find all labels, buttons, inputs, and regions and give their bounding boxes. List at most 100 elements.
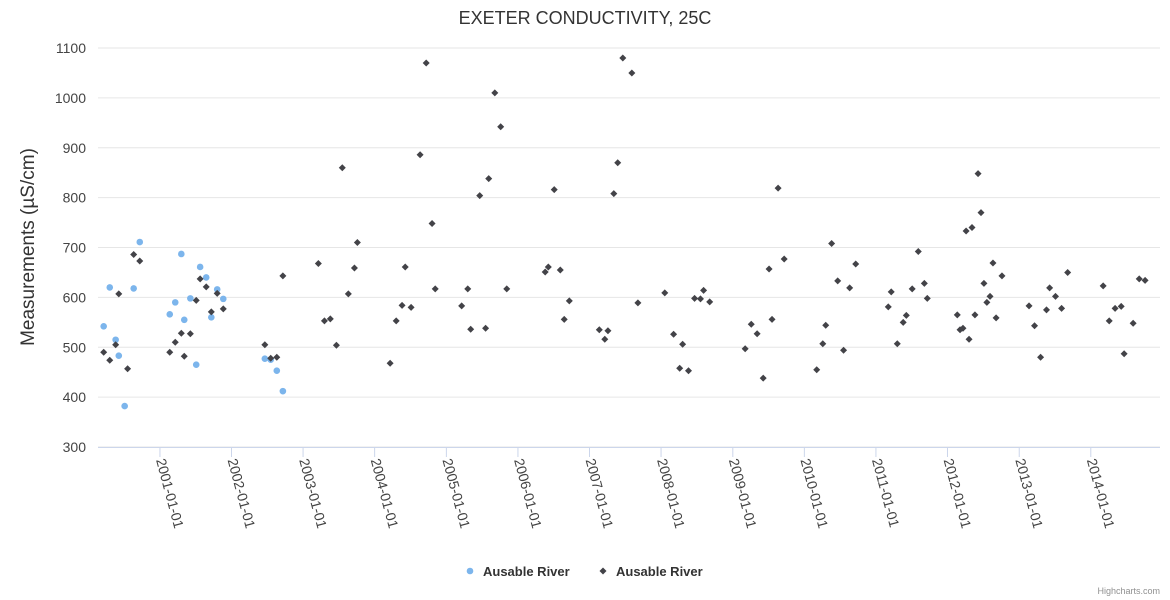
data-point[interactable] [962, 227, 970, 235]
data-point[interactable] [180, 316, 188, 324]
data-point[interactable] [422, 59, 430, 67]
data-point[interactable] [765, 265, 773, 273]
data-point[interactable] [953, 311, 961, 319]
data-point[interactable] [610, 190, 618, 198]
data-point[interactable] [992, 314, 1000, 322]
data-point[interactable] [1052, 292, 1060, 300]
data-point[interactable] [124, 365, 132, 373]
data-point[interactable] [192, 296, 200, 304]
legend[interactable]: Ausable River Ausable River [466, 564, 703, 579]
data-point[interactable] [887, 288, 895, 296]
data-point[interactable] [332, 341, 340, 349]
data-point[interactable] [601, 335, 609, 343]
data-point[interactable] [884, 303, 892, 311]
data-point[interactable] [1064, 268, 1072, 276]
data-point[interactable] [401, 263, 409, 271]
data-point[interactable] [983, 298, 991, 306]
data-point[interactable] [1120, 350, 1128, 358]
data-point[interactable] [565, 297, 573, 305]
data-point[interactable] [685, 367, 693, 375]
data-point[interactable] [326, 315, 334, 323]
data-point[interactable] [166, 311, 174, 318]
data-point[interactable] [828, 240, 836, 248]
data-point[interactable] [208, 314, 215, 321]
data-point[interactable] [261, 341, 269, 349]
data-point[interactable] [207, 308, 215, 316]
data-point[interactable] [476, 192, 484, 200]
data-point[interactable] [273, 353, 281, 361]
data-point[interactable] [482, 324, 490, 332]
data-point[interactable] [1099, 282, 1107, 290]
data-point[interactable] [491, 89, 499, 97]
data-point[interactable] [920, 279, 928, 287]
data-point[interactable] [213, 289, 221, 297]
data-point[interactable] [202, 274, 210, 281]
data-point[interactable] [747, 320, 755, 328]
data-point[interactable] [700, 286, 708, 294]
data-point[interactable] [458, 302, 466, 310]
data-point[interactable] [467, 325, 475, 333]
data-point[interactable] [503, 285, 511, 293]
data-point[interactable] [819, 340, 827, 348]
data-point[interactable] [192, 361, 200, 369]
data-point[interactable] [1058, 304, 1066, 312]
data-point[interactable] [1129, 319, 1137, 327]
data-point[interactable] [774, 184, 782, 192]
data-point[interactable] [759, 374, 767, 382]
credits-link[interactable]: Highcharts.com [1097, 586, 1160, 596]
data-point[interactable] [464, 285, 472, 293]
data-point[interactable] [908, 285, 916, 293]
data-point[interactable] [428, 220, 436, 228]
data-point[interactable] [273, 367, 281, 374]
data-point[interactable] [813, 366, 821, 374]
data-point[interactable] [619, 54, 627, 62]
data-point[interactable] [115, 352, 123, 360]
data-point[interactable] [696, 295, 704, 303]
data-point[interactable] [893, 340, 901, 348]
data-point[interactable] [178, 250, 185, 258]
data-point[interactable] [560, 315, 568, 323]
data-point[interactable] [106, 284, 114, 291]
legend-item[interactable]: Ausable River [466, 564, 570, 579]
data-point[interactable] [431, 285, 439, 293]
data-point[interactable] [550, 186, 558, 194]
data-point[interactable] [398, 301, 406, 309]
data-point[interactable] [923, 294, 931, 302]
data-point[interactable] [136, 238, 144, 246]
data-point[interactable] [100, 348, 108, 356]
data-point[interactable] [1111, 304, 1119, 312]
data-point[interactable] [628, 69, 636, 77]
data-point[interactable] [344, 290, 352, 298]
data-point[interactable] [112, 341, 120, 349]
data-point[interactable] [353, 239, 361, 247]
data-point[interactable] [741, 345, 749, 353]
data-point[interactable] [267, 354, 275, 362]
data-point[interactable] [998, 272, 1006, 280]
data-point[interactable] [497, 123, 505, 131]
data-point[interactable] [177, 329, 185, 337]
data-point[interactable] [768, 315, 776, 323]
data-point[interactable] [968, 224, 976, 232]
data-point[interactable] [902, 311, 910, 319]
data-point[interactable] [822, 321, 830, 329]
data-point[interactable] [914, 247, 922, 255]
data-point[interactable] [485, 175, 493, 183]
data-point[interactable] [604, 327, 612, 335]
data-point[interactable] [279, 272, 287, 280]
data-point[interactable] [852, 260, 860, 268]
data-point[interactable] [834, 277, 842, 285]
data-point[interactable] [595, 326, 603, 334]
data-point[interactable] [338, 164, 346, 172]
data-point[interactable] [544, 263, 552, 271]
data-point[interactable] [840, 346, 848, 354]
data-point[interactable] [100, 323, 107, 330]
data-point[interactable] [971, 311, 979, 319]
data-point[interactable] [706, 298, 714, 306]
data-point[interactable] [1046, 284, 1054, 292]
data-point[interactable] [965, 335, 973, 343]
data-point[interactable] [416, 151, 424, 159]
data-point[interactable] [407, 303, 415, 311]
data-point[interactable] [989, 259, 997, 267]
data-point[interactable] [171, 299, 179, 306]
data-point[interactable] [670, 330, 678, 338]
